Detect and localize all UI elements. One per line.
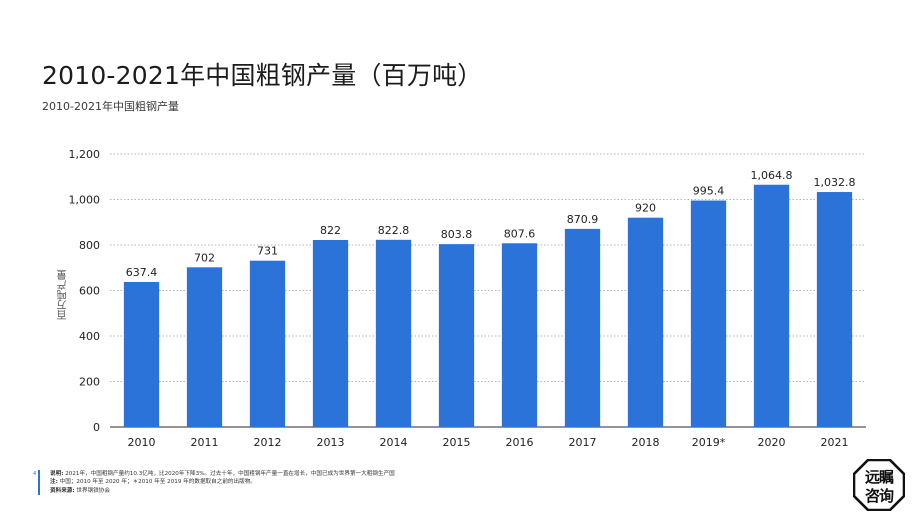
bar <box>753 184 790 427</box>
y-axis-label: 百万吨产量 <box>58 270 69 320</box>
note-remark: 注: 中国；2010 年至 2020 年；＊2010 年至 2019 年的数据取… <box>50 479 256 486</box>
bar <box>312 239 349 427</box>
page-title: 2010-2021年中国粗钢产量（百万吨） <box>42 61 483 90</box>
data-label: 702 <box>194 251 215 264</box>
data-label: 731 <box>257 245 278 258</box>
bar <box>564 228 601 427</box>
x-tick-label: 2012 <box>254 436 282 449</box>
data-label: 870.9 <box>567 213 599 226</box>
value-labels: 637.4 702 731 822 822.8 803.8 807.6 870.9 920 995… <box>126 169 856 279</box>
x-tick-label: 2015 <box>443 436 471 449</box>
data-label: 822.8 <box>378 224 410 237</box>
bar <box>438 244 475 427</box>
x-tick-label: 2020 <box>758 436 786 449</box>
data-label: 1,032.8 <box>814 176 856 189</box>
bar <box>186 267 223 427</box>
bar <box>690 200 727 427</box>
yuanzhan-consulting-logo-icon: 远瞩 咨询 <box>853 459 905 511</box>
footnotes: 说明: 2021年，中国粗钢产量约10.3亿吨，比2020年下降3%。过去十年，… <box>38 470 395 495</box>
data-label: 822 <box>320 224 341 237</box>
data-label: 1,064.8 <box>751 169 793 182</box>
y-tick-label: 600 <box>79 285 100 298</box>
bar <box>816 192 853 427</box>
x-tick-label: 2014 <box>380 436 408 449</box>
x-tick-label: 2021 <box>821 436 849 449</box>
chart-subtitle: 2010-2021年中国粗钢产量 <box>42 100 179 113</box>
x-axis-ticks: 2010 2011 2012 2013 2014 2015 2016 2017 2018 2019… <box>128 436 849 449</box>
bar <box>249 260 286 427</box>
note-source: 资料来源: 世界钢铁协会 <box>50 487 110 494</box>
y-tick-label: 200 <box>79 376 100 389</box>
svg-text:咨询: 咨询 <box>865 487 894 505</box>
x-tick-label: 2019* <box>692 436 726 449</box>
bar-chart: 0 200 400 600 800 1,000 1,200 637.4 702 731 822 82… <box>69 148 866 449</box>
data-label: 995.4 <box>693 185 725 198</box>
y-tick-label: 800 <box>79 239 100 252</box>
page-number: 4 <box>33 471 37 477</box>
bar <box>501 243 538 427</box>
x-tick-label: 2010 <box>128 436 156 449</box>
bar <box>123 281 160 427</box>
gridlines <box>110 153 866 428</box>
x-tick-label: 2016 <box>506 436 534 449</box>
note-description: 说明: 2021年，中国粗钢产量约10.3亿吨，比2020年下降3%。过去十年，… <box>50 471 395 477</box>
y-tick-label: 1,200 <box>69 148 101 161</box>
svg-text:远瞩: 远瞩 <box>865 468 894 486</box>
bar <box>627 217 664 427</box>
y-tick-label: 1,000 <box>69 194 101 207</box>
y-tick-label: 400 <box>79 330 100 343</box>
x-tick-label: 2011 <box>191 436 219 449</box>
bars <box>123 184 853 427</box>
data-label: 637.4 <box>126 266 158 279</box>
x-tick-label: 2013 <box>317 436 345 449</box>
data-label: 803.8 <box>441 228 473 241</box>
y-axis-ticks: 0 200 400 600 800 1,000 1,200 <box>69 148 101 434</box>
y-tick-label: 0 <box>93 421 100 434</box>
data-label: 920 <box>635 202 656 215</box>
bar <box>375 239 412 427</box>
x-tick-label: 2018 <box>632 436 660 449</box>
data-label: 807.6 <box>504 227 536 240</box>
x-tick-label: 2017 <box>569 436 597 449</box>
